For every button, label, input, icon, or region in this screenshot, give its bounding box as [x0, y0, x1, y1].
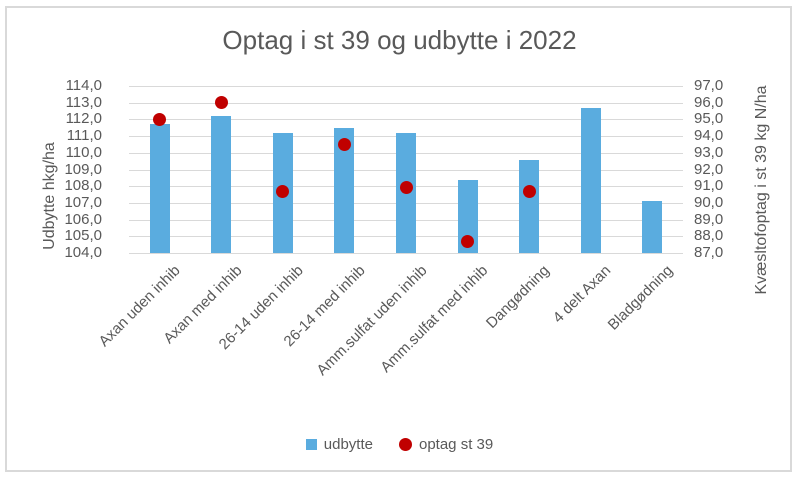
- right-axis-title: Kvæsltofoptag i st 39 kg N/ha: [753, 85, 770, 295]
- right-tick-label: 91,0: [694, 177, 724, 195]
- right-tick-label: 89,0: [694, 210, 724, 228]
- left-tick-label: 113,0: [65, 93, 102, 111]
- dot-optag-st-39: [214, 96, 228, 110]
- right-tick-label: 94,0: [694, 127, 724, 145]
- dot-optag-st-39: [522, 184, 536, 198]
- gridline: [129, 119, 683, 121]
- bar-udbytte: [334, 127, 355, 254]
- legend: udbytte optag st 39: [5, 436, 794, 453]
- left-tick-label: 104,0: [64, 244, 102, 261]
- chart-title: Optag i st 39 og udbytte i 2022: [222, 25, 577, 55]
- legend-label: optag st 39: [418, 436, 494, 453]
- dot-optag-st-39: [153, 112, 167, 126]
- left-tick-label: 108,0: [64, 177, 102, 195]
- chart-border: [5, 6, 792, 472]
- left-tick-label: 106,0: [64, 210, 102, 228]
- dot-optag-st-39: [461, 234, 475, 248]
- dot-optag-st-39: [276, 184, 290, 198]
- legend-item: optag st 39: [398, 436, 494, 453]
- bar-udbytte: [519, 159, 540, 253]
- right-tick-label: 90,0: [694, 193, 724, 211]
- bar-udbytte: [642, 201, 663, 253]
- gridline: [129, 86, 683, 87]
- right-tick-label: 95,0: [694, 110, 724, 128]
- left-tick-label: 111,0: [66, 127, 102, 145]
- gridline: [129, 102, 683, 104]
- right-tick-label: 97,0: [694, 77, 724, 94]
- right-tick-label: 96,0: [694, 93, 724, 111]
- left-tick-label: 109,0: [64, 160, 102, 178]
- legend-label: udbytte: [323, 436, 373, 453]
- legend-circle-icon: [398, 438, 412, 451]
- legend-square-icon: [305, 439, 317, 450]
- dot-optag-st-39: [337, 137, 351, 151]
- bar-udbytte: [580, 107, 601, 253]
- dot-optag-st-39: [399, 181, 413, 195]
- left-tick-label: 107,0: [64, 193, 102, 211]
- bar-udbytte: [457, 179, 478, 253]
- right-tick-label: 93,0: [694, 143, 724, 161]
- bar-udbytte: [149, 124, 170, 253]
- right-tick-label: 92,0: [694, 160, 724, 178]
- legend-item: udbytte: [305, 436, 373, 453]
- right-tick-label: 87,0: [694, 244, 724, 261]
- left-tick-label: 110,0: [65, 143, 102, 161]
- bar-udbytte: [211, 116, 232, 253]
- left-tick-label: 114,0: [65, 77, 102, 94]
- left-tick-label: 112,0: [65, 110, 102, 128]
- right-tick-label: 88,0: [694, 227, 724, 245]
- left-tick-label: 105,0: [64, 227, 102, 245]
- gridline: [129, 253, 683, 254]
